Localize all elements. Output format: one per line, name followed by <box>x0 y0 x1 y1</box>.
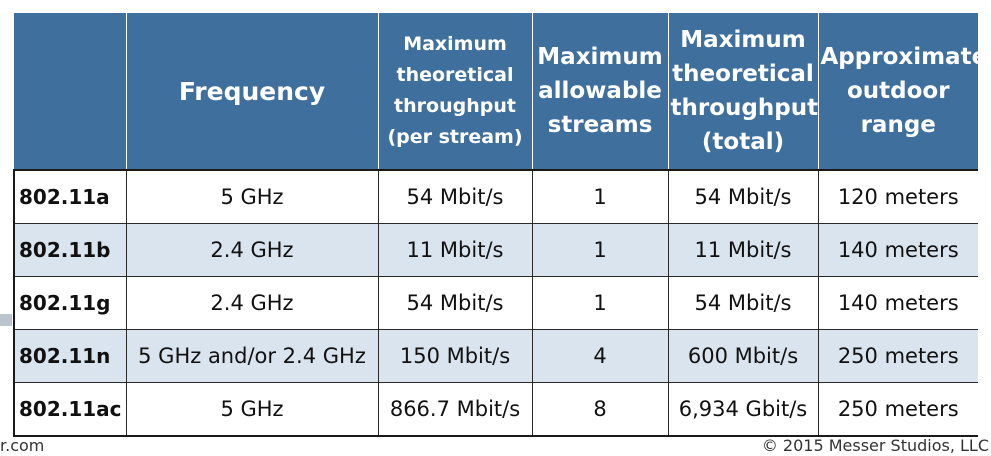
range-cell: 120 meters <box>817 169 978 224</box>
frequency-cell: 2.4 GHz <box>125 223 379 277</box>
table-row: 802.11n 5 GHz and/or 2.4 GHz 150 Mbit/s … <box>13 329 978 383</box>
throughput-per-stream-cell: 54 Mbit/s <box>377 276 533 330</box>
header-allowable-streams: Maximum allowable streams <box>531 13 669 171</box>
throughput-total-cell: 54 Mbit/s <box>667 169 819 224</box>
throughput-total-cell: 600 Mbit/s <box>667 329 819 383</box>
header-throughput-per-stream: Maximum theoretical throughput (per stre… <box>377 13 533 171</box>
header-outdoor-range: Approximate outdoor range <box>817 13 987 171</box>
standard-cell: 802.11n <box>13 329 127 383</box>
streams-cell: 8 <box>531 382 669 437</box>
streams-cell: 1 <box>531 276 669 330</box>
table-row: 802.11a 5 GHz 54 Mbit/s 1 54 Mbit/s 120 … <box>13 169 978 224</box>
range-cell: 140 meters <box>817 276 978 330</box>
header-frequency: Frequency <box>125 13 379 171</box>
streams-cell: 1 <box>531 169 669 224</box>
streams-cell: 4 <box>531 329 669 383</box>
throughput-total-cell: 11 Mbit/s <box>667 223 819 277</box>
standard-cell: 802.11ac <box>13 382 127 437</box>
streams-cell: 1 <box>531 223 669 277</box>
range-cell: 250 meters <box>817 382 978 437</box>
standard-cell: 802.11a <box>13 169 127 224</box>
throughput-per-stream-cell: 54 Mbit/s <box>377 169 533 224</box>
header-row: Frequency Maximum theoretical throughput… <box>14 13 987 171</box>
header-throughput-total: Maximum theoretical throughput (total) <box>667 13 819 171</box>
table-row: 802.11ac 5 GHz 866.7 Mbit/s 8 6,934 Gbit… <box>13 382 978 437</box>
frequency-cell: 5 GHz and/or 2.4 GHz <box>125 329 379 383</box>
throughput-total-cell: 54 Mbit/s <box>667 276 819 330</box>
throughput-total-cell: 6,934 Gbit/s <box>667 382 819 437</box>
throughput-per-stream-cell: 866.7 Mbit/s <box>377 382 533 437</box>
throughput-per-stream-cell: 11 Mbit/s <box>377 223 533 277</box>
standard-cell: 802.11b <box>13 223 127 277</box>
standard-cell: 802.11g <box>13 276 127 330</box>
header-standard <box>14 13 127 171</box>
range-cell: 140 meters <box>817 223 978 277</box>
frequency-cell: 2.4 GHz <box>125 276 379 330</box>
edge-marker <box>0 314 12 326</box>
table-row: 802.11b 2.4 GHz 11 Mbit/s 1 11 Mbit/s 14… <box>13 223 978 277</box>
footer-copyright: © 2015 Messer Studios, LLC <box>761 436 989 455</box>
frequency-cell: 5 GHz <box>125 382 379 437</box>
wifi-standards-table: Frequency Maximum theoretical throughput… <box>13 13 987 437</box>
throughput-per-stream-cell: 150 Mbit/s <box>377 329 533 383</box>
frequency-cell: 5 GHz <box>125 169 379 224</box>
range-cell: 250 meters <box>817 329 978 383</box>
footer-site: r.com <box>0 436 45 455</box>
table-row: 802.11g 2.4 GHz 54 Mbit/s 1 54 Mbit/s 14… <box>13 276 978 330</box>
